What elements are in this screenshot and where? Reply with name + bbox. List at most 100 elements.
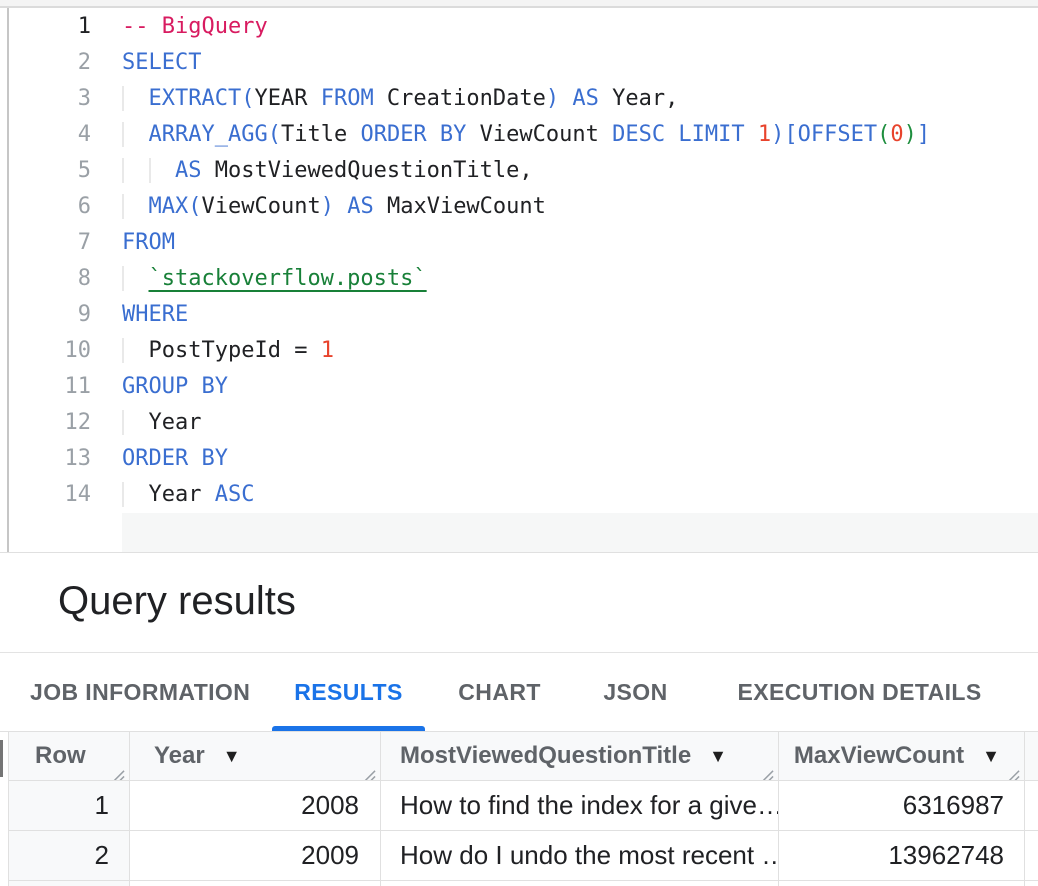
code-text: Year bbox=[122, 405, 201, 441]
column-header-row[interactable]: Row bbox=[9, 732, 130, 780]
results-table: RowYear▼MostViewedQuestionTitle▼MaxViewC… bbox=[8, 732, 1038, 886]
code-line-1[interactable]: 1-- BigQuery bbox=[9, 9, 1038, 45]
code-token: LIMIT bbox=[678, 122, 744, 147]
code-line-5[interactable]: 5 AS MostViewedQuestionTitle, bbox=[9, 153, 1038, 189]
bigquery-results-page: { "colors": { "text": "#202124", "keywor… bbox=[0, 0, 1038, 886]
line-number: 9 bbox=[9, 297, 122, 333]
code-text: FROM bbox=[122, 225, 175, 261]
table-row: 22009How do I undo the most recent …1396… bbox=[9, 831, 1038, 881]
line-number: 4 bbox=[9, 117, 122, 153]
code-line-9[interactable]: 9WHERE bbox=[9, 297, 1038, 333]
column-resize-handle[interactable] bbox=[1005, 762, 1020, 777]
query-results-panel: Query results bbox=[0, 553, 1038, 653]
header-filler-cell bbox=[1025, 732, 1038, 780]
code-token: ] bbox=[917, 122, 930, 147]
code-text: WHERE bbox=[122, 297, 188, 333]
column-resize-handle[interactable] bbox=[361, 762, 376, 777]
code-token: ViewCount bbox=[202, 194, 321, 219]
code-token: MaxViewCount bbox=[374, 194, 546, 219]
code-token: ) bbox=[771, 122, 784, 147]
column-header-year[interactable]: Year▼ bbox=[130, 732, 381, 780]
line-number: 6 bbox=[9, 189, 122, 225]
code-line-11[interactable]: 11GROUP BY bbox=[9, 369, 1038, 405]
code-line-12[interactable]: 12 Year bbox=[9, 405, 1038, 441]
column-header-label: Row bbox=[35, 742, 86, 770]
code-token bbox=[307, 86, 320, 111]
editor-lines: 1-- BigQuery2SELECT3 EXTRACT(YEAR FROM C… bbox=[9, 9, 1038, 552]
column-resize-handle[interactable] bbox=[110, 762, 125, 777]
code-text: ARRAY_AGG(Title ORDER BY ViewCount DESC … bbox=[122, 117, 930, 153]
indent-guide bbox=[122, 266, 149, 291]
line-number: 11 bbox=[9, 369, 122, 405]
code-line-3[interactable]: 3 EXTRACT(YEAR FROM CreationDate) AS Yea… bbox=[9, 81, 1038, 117]
editor-empty-area bbox=[122, 513, 1038, 552]
code-line-10[interactable]: 10 PostTypeId = 1 bbox=[9, 333, 1038, 369]
results-tab-bar: JOB INFORMATION RESULTS CHART JSON EXECUTION… bbox=[0, 654, 1038, 732]
code-token: Year, bbox=[599, 86, 678, 111]
tab-json[interactable]: JSON bbox=[575, 654, 695, 731]
cell-maxviewcount: 13962748 bbox=[779, 831, 1025, 881]
code-token: ORDER BY bbox=[122, 446, 228, 471]
code-token: SELECT bbox=[122, 50, 201, 75]
code-token: Year bbox=[149, 410, 202, 435]
tab-results[interactable]: RESULTS bbox=[272, 654, 424, 731]
code-line-8[interactable]: 8 `stackoverflow.posts` bbox=[9, 261, 1038, 297]
line-number: 7 bbox=[9, 225, 122, 261]
code-line-13[interactable]: 13ORDER BY bbox=[9, 441, 1038, 477]
column-header-label: MaxViewCount bbox=[794, 742, 964, 770]
code-token bbox=[665, 122, 678, 147]
code-token: ) bbox=[904, 122, 917, 147]
line-number: 12 bbox=[9, 405, 122, 441]
code-token: EXTRACT bbox=[149, 86, 242, 111]
code-token: ViewCount bbox=[466, 122, 612, 147]
code-line-6[interactable]: 6 MAX(ViewCount) AS MaxViewCount bbox=[9, 189, 1038, 225]
code-token: FROM bbox=[321, 86, 374, 111]
code-text: `stackoverflow.posts` bbox=[122, 261, 427, 297]
cell-row: 2 bbox=[9, 831, 130, 881]
code-token: CreationDate bbox=[374, 86, 546, 111]
line-number: 2 bbox=[9, 45, 122, 81]
table-row: 12008How to find the index for a give…63… bbox=[9, 781, 1038, 831]
sort-dropdown-icon[interactable]: ▼ bbox=[223, 747, 241, 765]
column-resize-handle[interactable] bbox=[759, 762, 774, 777]
line-number: 8 bbox=[9, 261, 122, 297]
sql-editor[interactable]: 1-- BigQuery2SELECT3 EXTRACT(YEAR FROM C… bbox=[0, 8, 1038, 553]
code-token: YEAR bbox=[254, 86, 307, 111]
code-token: 0 bbox=[890, 122, 903, 147]
code-token: ( bbox=[188, 194, 201, 219]
code-token: ) bbox=[546, 86, 559, 111]
table-header-row: RowYear▼MostViewedQuestionTitle▼MaxViewC… bbox=[9, 732, 1038, 781]
tab-chart[interactable]: CHART bbox=[445, 654, 555, 731]
code-token: [ bbox=[784, 122, 797, 147]
tab-execution-details[interactable]: EXECUTION DETAILS bbox=[716, 654, 1038, 731]
code-line-4[interactable]: 4 ARRAY_AGG(Title ORDER BY ViewCount DES… bbox=[9, 117, 1038, 153]
code-token: DESC bbox=[612, 122, 665, 147]
column-header-mostviewedquestiontitle[interactable]: MostViewedQuestionTitle▼ bbox=[381, 732, 779, 780]
code-token: OFFSET bbox=[798, 122, 877, 147]
code-line-7[interactable]: 7FROM bbox=[9, 225, 1038, 261]
sort-dropdown-icon[interactable]: ▼ bbox=[982, 747, 1000, 765]
column-header-maxviewcount[interactable]: MaxViewCount ▼ bbox=[779, 732, 1025, 780]
code-token: MostViewedQuestionTitle, bbox=[202, 158, 533, 183]
line-number: 1 bbox=[9, 9, 122, 45]
line-number: 5 bbox=[9, 153, 122, 189]
code-token: ( bbox=[241, 86, 254, 111]
code-token: AS bbox=[175, 158, 202, 183]
code-line-14[interactable]: 14 Year ASC bbox=[9, 477, 1038, 513]
code-token: ) bbox=[321, 194, 334, 219]
code-token: PostTypeId bbox=[149, 338, 295, 363]
code-token: FROM bbox=[122, 230, 175, 255]
code-token bbox=[559, 86, 572, 111]
code-token: = bbox=[294, 338, 321, 363]
sort-dropdown-icon[interactable]: ▼ bbox=[709, 747, 727, 765]
indent-guide bbox=[122, 122, 149, 147]
vertical-scrollbar-thumb[interactable] bbox=[0, 740, 3, 777]
code-text: ORDER BY bbox=[122, 441, 228, 477]
tab-job-information[interactable]: JOB INFORMATION bbox=[30, 654, 250, 731]
partial-cell bbox=[9, 881, 130, 886]
code-token bbox=[745, 122, 758, 147]
cell-title: How do I undo the most recent … bbox=[381, 831, 779, 881]
code-token: GROUP BY bbox=[122, 374, 228, 399]
code-token: -- BigQuery bbox=[122, 14, 268, 39]
code-line-2[interactable]: 2SELECT bbox=[9, 45, 1038, 81]
